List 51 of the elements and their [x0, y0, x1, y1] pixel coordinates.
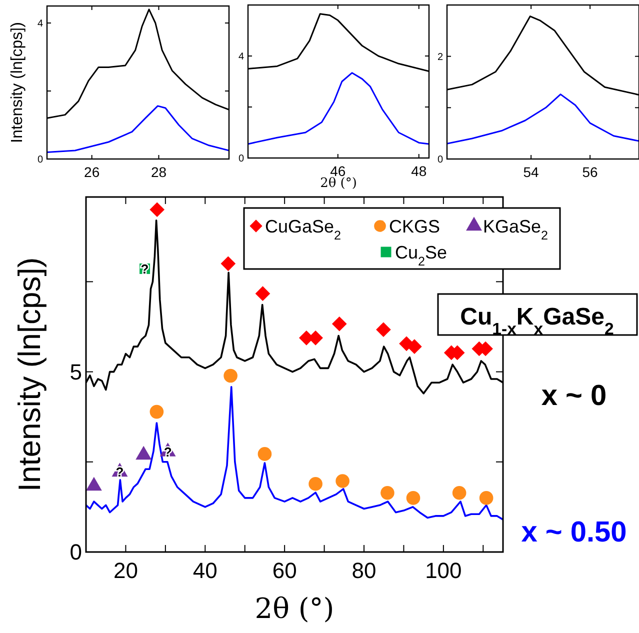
y-tick-label: 4 — [37, 18, 44, 30]
point — [406, 491, 420, 505]
x-tick-label: 60 — [272, 558, 297, 583]
y-tick-label: 0 — [70, 540, 82, 565]
legend-label: CuGaSe$_{2}$ — [265, 216, 342, 242]
legend-label: CKGS — [389, 216, 440, 236]
point — [407, 339, 422, 354]
annotation: ? — [140, 261, 149, 276]
point — [220, 256, 236, 272]
line-series — [47, 105, 229, 153]
series-label: x ~ 0.50 — [521, 516, 627, 549]
x-tick-label: 54 — [523, 164, 540, 180]
x-tick-label: 80 — [352, 558, 376, 583]
y-tick-label: 0 — [238, 154, 244, 164]
x-tick-label: 26 — [84, 164, 100, 180]
point — [258, 447, 272, 461]
point — [336, 474, 350, 488]
x-tick-label: 100 — [425, 558, 462, 583]
point — [224, 368, 238, 383]
x-tick-label: 28 — [150, 164, 167, 180]
y-tick-label: 5 — [70, 359, 82, 384]
y-tick-label: 4 — [238, 52, 244, 62]
point — [150, 202, 165, 218]
series-label: x ~ 0 — [541, 380, 607, 412]
point — [452, 486, 466, 500]
line-series — [248, 72, 429, 145]
point — [308, 476, 322, 491]
point — [376, 322, 391, 338]
annotation: ? — [164, 444, 172, 460]
legend-label: KGaSe$_{2}$ — [483, 216, 548, 242]
point — [380, 486, 394, 500]
point — [479, 491, 494, 505]
annotation: ? — [116, 464, 124, 480]
x-tick-label: 40 — [192, 558, 218, 583]
y-axis-title: Intensity (ln[cps]) — [12, 257, 47, 492]
x-axis-title: 2θ (°) — [254, 592, 334, 625]
x-axis-title: 2θ (°) — [320, 176, 357, 191]
x-tick-label: 20 — [113, 558, 138, 583]
y-tick-label: 0 — [37, 154, 44, 166]
point — [255, 286, 270, 302]
x-tick-label: 48 — [411, 163, 427, 179]
y-tick-label: 2 — [437, 52, 444, 63]
point — [332, 316, 347, 332]
line-series — [447, 94, 639, 144]
y-axis-title: Intensity (ln[cps]) — [9, 22, 26, 143]
y-tick-label: 0 — [437, 154, 444, 166]
x-tick-label: 56 — [582, 164, 598, 180]
legend-label: Cu$_{2}$Se — [395, 242, 448, 268]
annotation: Cu$_{1-x}$K$_{x}$GaSe$_{2}$ — [460, 303, 614, 338]
point — [150, 404, 164, 419]
line-series — [86, 386, 503, 520]
